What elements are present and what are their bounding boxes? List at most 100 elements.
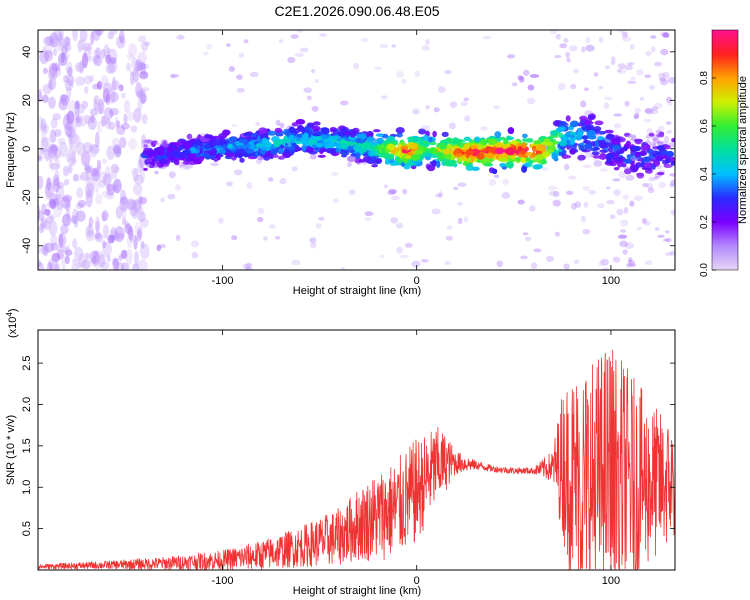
spectrogram-cell <box>96 164 102 172</box>
spectrogram-cell <box>493 105 501 110</box>
spectrogram-cell <box>77 199 87 208</box>
spectrogram-cell <box>136 62 143 70</box>
spectrogram-cell <box>361 142 368 147</box>
spectrogram-cell <box>93 95 100 105</box>
colorbar-tick-label: 0.0 <box>699 263 710 277</box>
spectrogram-cell <box>353 62 360 70</box>
spectrogram-cell <box>634 139 642 145</box>
spectrogram-cell <box>97 254 106 268</box>
spectrogram-cell <box>510 155 516 160</box>
spectrogram-cell <box>306 95 312 101</box>
spectrogram-cell <box>61 44 68 55</box>
spectrogram-cell <box>435 193 442 198</box>
spectrogram-cell <box>78 253 87 268</box>
spectrogram-cell <box>72 238 78 249</box>
spectrogram-cell <box>105 63 115 74</box>
spectrogram-cell <box>533 248 542 253</box>
spectrogram-cell <box>549 134 555 139</box>
spectrogram-cell <box>648 176 656 182</box>
spectrogram-cell <box>580 100 587 108</box>
spectrogram-cell <box>460 156 467 161</box>
spectrogram-cell <box>144 144 154 148</box>
spectrogram-cell <box>128 137 138 151</box>
spectrogram-cell <box>396 70 404 78</box>
spectrogram-cell <box>78 38 86 51</box>
spectrogram-cell <box>226 43 231 47</box>
colorbar-tick-label: 0.2 <box>699 215 710 229</box>
spectrogram-cell <box>639 97 645 101</box>
spectrogram-cell <box>644 107 653 114</box>
spectrogram-cell <box>154 170 159 175</box>
spectrogram-cell <box>669 173 675 177</box>
spectrogram-cell <box>625 175 635 181</box>
spectrogram-cell <box>552 199 561 207</box>
spectrogram-cell <box>71 215 77 224</box>
spectrogram-cell <box>257 216 264 223</box>
spectrogram-cell <box>173 159 180 166</box>
spectrogram-cell <box>48 220 58 236</box>
spectrogram-cell <box>568 175 577 180</box>
spectrogram-cell <box>170 74 180 78</box>
spectrogram-cell <box>143 144 148 148</box>
spectrogram-cell <box>84 164 92 174</box>
spectrogram-y-tick-label: 40 <box>21 46 33 58</box>
spectrogram-cell <box>627 80 637 85</box>
snr-x-tick-label: -100 <box>211 575 233 587</box>
spectrogram-cell <box>84 114 92 125</box>
spectrogram-cell <box>42 67 49 75</box>
spectrogram-cell <box>531 151 537 158</box>
spectrogram-cell <box>624 242 634 250</box>
spectrogram-cell <box>261 137 268 145</box>
spectrogram-cell <box>49 162 60 172</box>
spectrogram-cell <box>626 155 634 160</box>
spectrogram-cell <box>109 229 116 243</box>
spectrogram-cell <box>60 94 70 106</box>
spectrogram-cell <box>139 204 144 219</box>
spectrogram-cell <box>627 134 637 138</box>
spectrogram-cell <box>667 77 675 84</box>
spectrogram-cell <box>457 202 463 206</box>
spectrogram-cell <box>156 244 162 252</box>
spectrogram-cell <box>191 251 199 259</box>
spectrogram-cell <box>554 55 562 59</box>
spectrogram-cell <box>593 147 600 151</box>
spectrogram-cell <box>44 181 55 198</box>
spectrogram-cell <box>670 160 675 166</box>
spectrogram-cell <box>505 148 515 156</box>
spectrogram-cell <box>67 99 77 115</box>
spectrogram-cell <box>664 135 670 143</box>
spectrogram-cell <box>140 240 145 249</box>
spectrogram-cell <box>531 145 537 153</box>
spectrogram-cell <box>564 163 570 171</box>
spectrogram-cell <box>44 242 55 253</box>
spectrogram-cell <box>493 174 500 178</box>
spectrogram-cell <box>115 147 122 157</box>
spectrogram-cell <box>421 45 430 51</box>
spectrogram-cell <box>555 33 561 40</box>
spectrogram-y-tick-label: 0 <box>21 146 33 152</box>
spectrogram-cell <box>64 36 71 46</box>
spectrogram-cell <box>532 164 542 170</box>
spectrogram-marks <box>38 30 675 270</box>
spectrogram-cell <box>404 243 413 248</box>
spectrogram-cell <box>133 234 138 250</box>
spectrogram-cell <box>246 182 253 189</box>
spectrogram-cell <box>75 114 83 128</box>
spectrogram-cell <box>433 107 440 113</box>
spectrogram-cell <box>291 259 301 266</box>
snr-ylabel: SNR (10 * v/v) <box>5 415 17 485</box>
spectrogram-cell <box>654 61 662 67</box>
spectrogram-cell <box>65 244 71 259</box>
spectrogram-cell <box>392 162 401 166</box>
spectrogram-cell <box>100 48 106 59</box>
spectrogram-cell <box>425 153 433 157</box>
spectrogram-cell <box>267 130 277 136</box>
spectrogram-cell <box>395 222 404 229</box>
spectrogram-cell <box>666 121 672 125</box>
spectrogram-cell <box>480 126 488 131</box>
spectrogram-cell <box>666 96 672 103</box>
spectrogram-cell <box>425 39 430 45</box>
spectrogram-cell <box>158 243 167 249</box>
spectrogram-cell <box>110 226 118 236</box>
spectrogram-cell <box>61 213 72 226</box>
